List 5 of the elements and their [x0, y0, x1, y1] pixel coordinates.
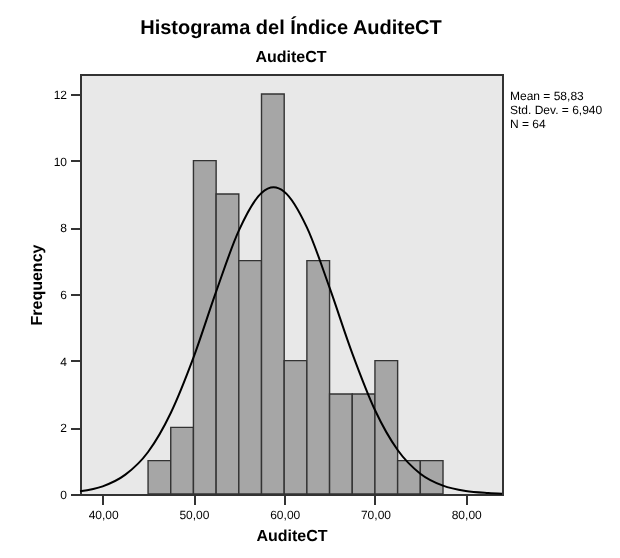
x-axis-title: AuditeCT	[256, 527, 328, 545]
y-axis-title: Frequency	[27, 243, 46, 326]
chart-title: Histograma del Índice AuditeCT	[140, 16, 442, 40]
line-series	[79, 186, 503, 495]
chart-subtitle: AuditeCT	[255, 48, 327, 66]
